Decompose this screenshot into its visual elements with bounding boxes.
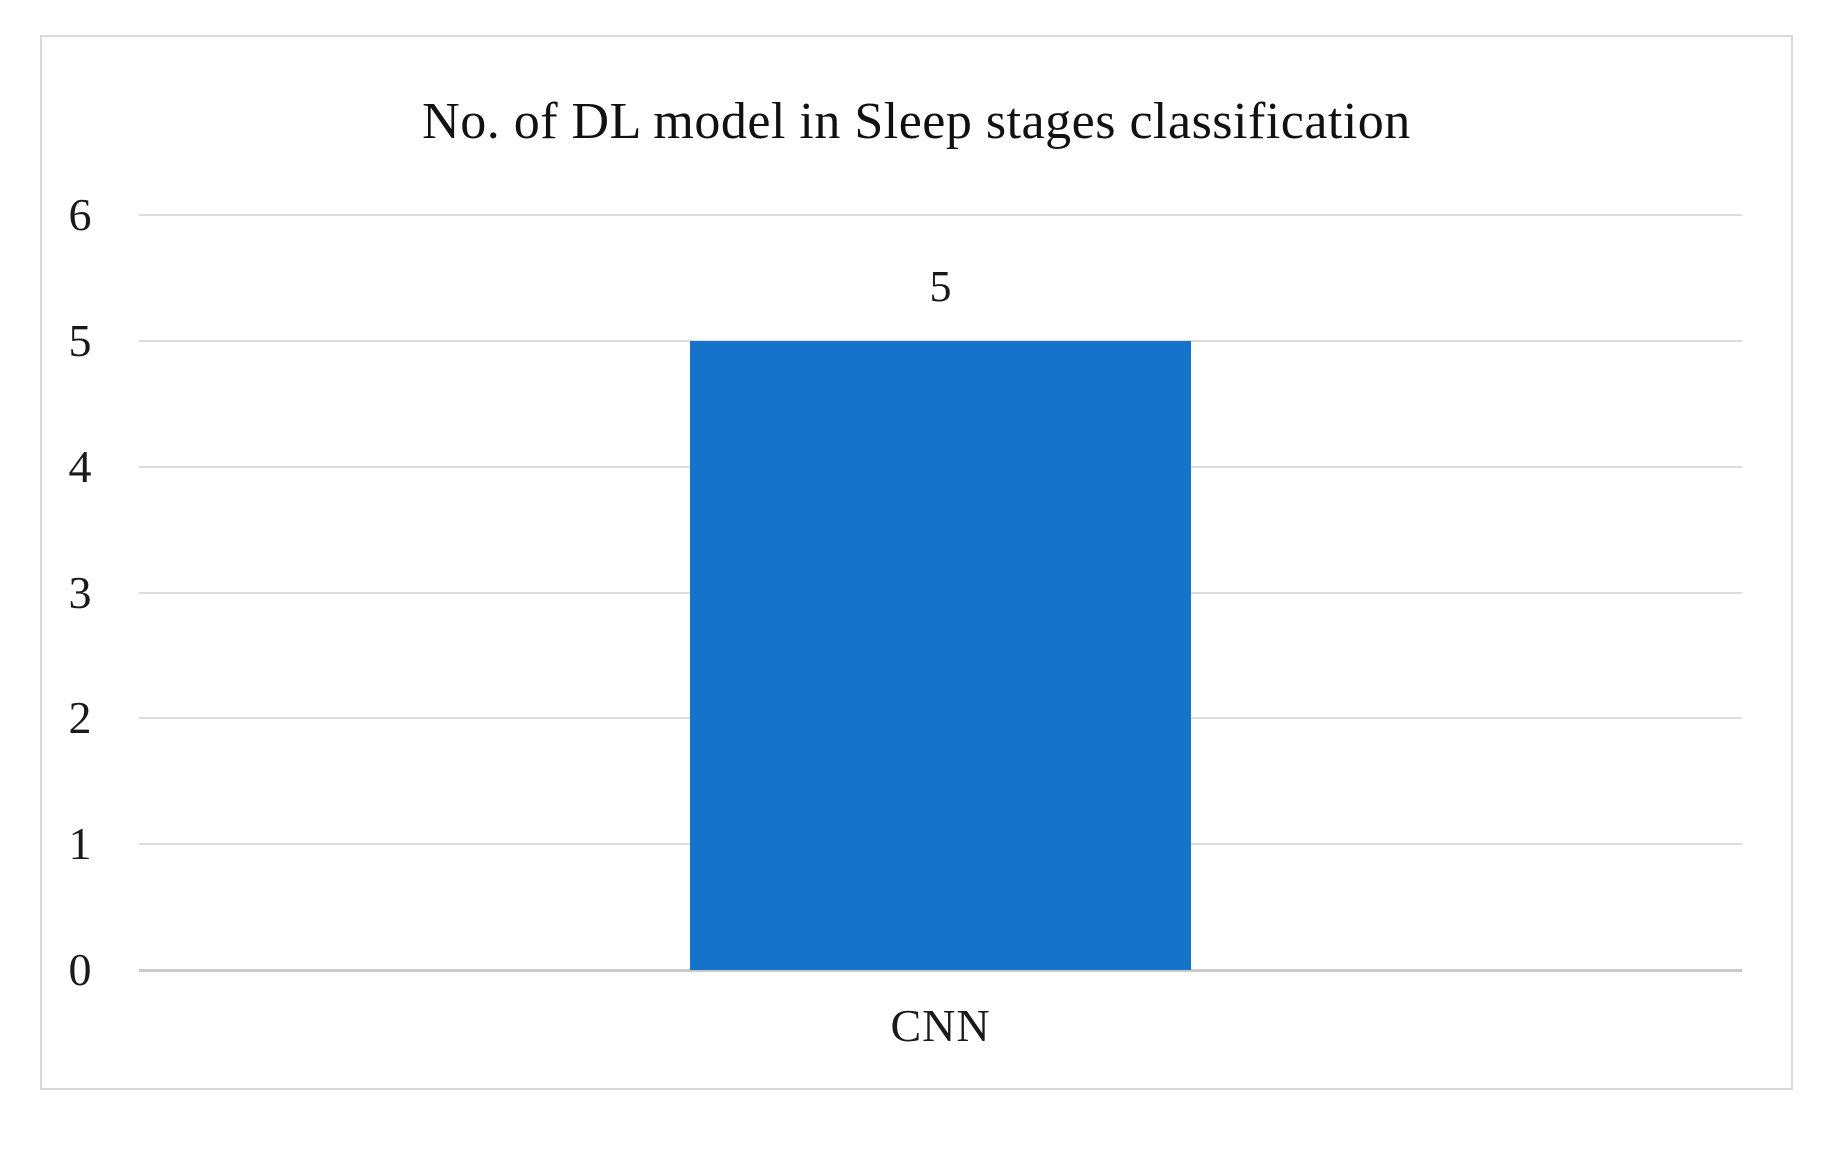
- y-tick-label: 3: [68, 566, 92, 618]
- bar-data-label: 5: [929, 261, 952, 311]
- gridline: [139, 214, 1742, 216]
- bar-cnn: [690, 340, 1191, 970]
- y-tick-label: 5: [68, 314, 92, 366]
- y-tick-label: 6: [68, 189, 92, 240]
- y-tick-label: 4: [68, 440, 92, 492]
- y-tick-label: 0: [68, 944, 92, 995]
- chart-title: No. of DL model in Sleep stages classifi…: [422, 93, 1411, 150]
- y-tick-label: 1: [68, 818, 92, 870]
- x-axis-line: [139, 969, 1742, 972]
- x-category-label: CNN: [890, 1000, 991, 1051]
- plot-area: 0 1 2 3 4 5 6 5 CNN: [42, 37, 1791, 1088]
- y-tick-label: 2: [68, 692, 92, 744]
- chart-frame: No. of DL model in Sleep stages classifi…: [40, 35, 1793, 1090]
